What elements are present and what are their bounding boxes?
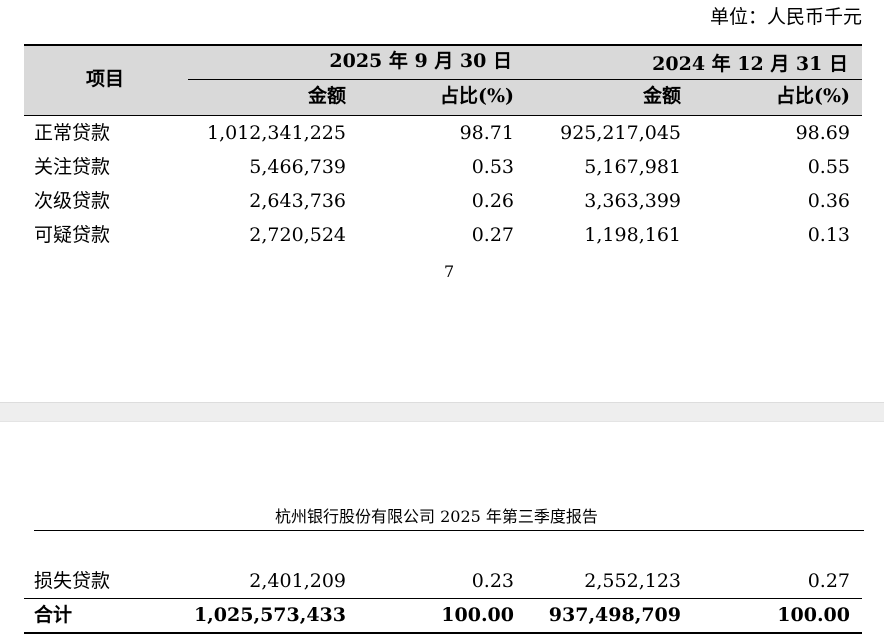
row-amount-2025: 5,466,739	[249, 156, 346, 178]
row-amount-2024: 3,363,399	[584, 190, 681, 212]
row-amount-2025: 2,643,736	[249, 190, 346, 212]
total-ratio-2025: 100.00	[441, 604, 514, 626]
period-header-2024: 2024 年 12 月 31 日	[652, 53, 848, 75]
row-ratio-2025: 0.23	[471, 570, 514, 592]
row-amount-2024: 925,217,045	[560, 122, 681, 144]
row-item: 损失贷款	[34, 570, 111, 592]
row-ratio-2024: 0.13	[807, 224, 850, 246]
sub-header-amount-2: 金额	[642, 85, 681, 107]
row-ratio-2025: 0.53	[471, 156, 514, 178]
row-ratio-2024: 0.55	[807, 156, 850, 178]
page-break	[0, 402, 884, 422]
header-mid-rule	[188, 79, 862, 80]
row-ratio-2025: 0.26	[471, 190, 514, 212]
row-amount-2025: 1,012,341,225	[206, 122, 346, 144]
row-ratio-2025: 98.71	[459, 122, 514, 144]
row-amount-2024: 1,198,161	[584, 224, 681, 246]
page-header-title: 杭州银行股份有限公司 2025 年第三季度报告	[275, 507, 598, 526]
sub-header-ratio-1: 占比(%)	[439, 85, 514, 107]
total-item: 合计	[34, 604, 73, 626]
total-amount-2025: 1,025,573,433	[193, 604, 346, 626]
row-item: 次级贷款	[34, 190, 111, 212]
table-top-rule	[24, 44, 862, 46]
row-amount-2024: 2,552,123	[584, 570, 681, 592]
row-amount-2025: 2,401,209	[249, 570, 346, 592]
sub-header-ratio-2: 占比(%)	[775, 85, 850, 107]
total-top-rule	[24, 598, 862, 599]
unit-label: 单位：人民币千元	[709, 6, 862, 28]
page-number: 7	[444, 262, 455, 281]
total-ratio-2024: 100.00	[777, 604, 850, 626]
row-item: 正常贷款	[34, 122, 111, 144]
row-ratio-2024: 98.69	[795, 122, 850, 144]
table-bottom-rule	[24, 632, 862, 634]
sub-header-amount-1: 金额	[307, 85, 346, 107]
row-ratio-2024: 0.36	[807, 190, 850, 212]
page-header-rule	[34, 530, 864, 531]
total-amount-2024: 937,498,709	[548, 604, 681, 626]
table-header-background	[24, 46, 862, 116]
row-item: 关注贷款	[34, 156, 111, 178]
row-ratio-2025: 0.27	[471, 224, 514, 246]
header-bottom-rule	[24, 115, 862, 116]
row-amount-2024: 5,167,981	[584, 156, 681, 178]
item-header: 项目	[86, 68, 125, 90]
row-ratio-2024: 0.27	[807, 570, 850, 592]
row-item: 可疑贷款	[34, 224, 111, 246]
period-header-2025: 2025 年 9 月 30 日	[329, 50, 512, 72]
row-amount-2025: 2,720,524	[249, 224, 346, 246]
